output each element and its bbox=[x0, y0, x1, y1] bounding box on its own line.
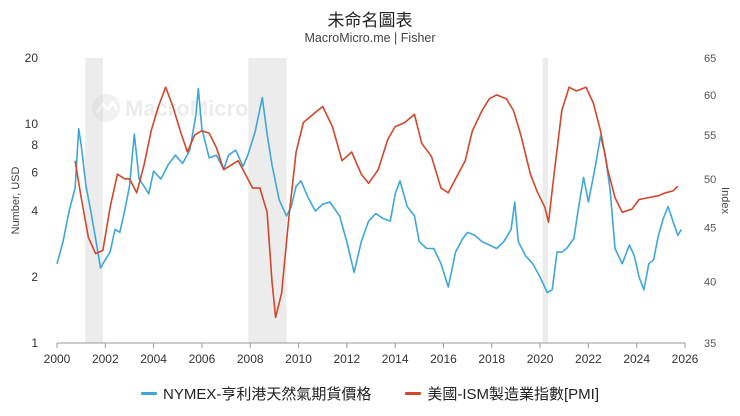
right-tick-label: 65 bbox=[704, 53, 716, 65]
recession-bands bbox=[85, 58, 549, 343]
chart-title: 未命名圖表 bbox=[327, 11, 413, 30]
chart-subtitle: MacroMicro.me | Fisher bbox=[304, 31, 436, 45]
left-tick-label: 20 bbox=[25, 51, 39, 65]
right-axis-title: Index bbox=[719, 187, 731, 214]
right-tick-label: 50 bbox=[704, 174, 716, 186]
left-tick-label: 6 bbox=[31, 166, 38, 180]
left-tick-label: 4 bbox=[31, 204, 38, 218]
x-tick-label: 2002 bbox=[92, 352, 119, 366]
right-tick-label: 55 bbox=[704, 130, 716, 142]
series-line-ism-pmi bbox=[74, 86, 679, 319]
watermark-logo: MacroMicro bbox=[92, 94, 248, 122]
x-tick-label: 2022 bbox=[575, 352, 602, 366]
left-tick-label: 8 bbox=[31, 138, 38, 152]
recession-band bbox=[85, 58, 103, 343]
recession-band bbox=[542, 58, 549, 343]
x-tick-label: 2026 bbox=[672, 352, 699, 366]
x-tick-label: 2020 bbox=[527, 352, 554, 366]
series-lines bbox=[56, 86, 683, 319]
x-tick-label: 2018 bbox=[478, 352, 505, 366]
x-tick-label: 2024 bbox=[623, 352, 650, 366]
left-tick-label: 1 bbox=[31, 336, 38, 350]
x-tick-label: 2008 bbox=[237, 352, 264, 366]
left-axis-title: Number, USD bbox=[10, 167, 22, 235]
legend-swatch-natural-gas bbox=[140, 392, 157, 395]
left-tick-label: 10 bbox=[25, 117, 39, 131]
series-line-natural-gas bbox=[56, 87, 683, 294]
legend-label-natural-gas: NYMEX-亨利港天然氣期貨價格 bbox=[162, 386, 372, 403]
x-tick-label: 2000 bbox=[44, 352, 71, 366]
x-tick-label: 2006 bbox=[189, 352, 216, 366]
recession-band bbox=[248, 58, 287, 343]
legend-label-ism-pmi: 美國-ISM製造業指數[PMI] bbox=[427, 386, 599, 403]
legend-swatch-ism-pmi bbox=[405, 392, 422, 395]
right-tick-label: 40 bbox=[704, 277, 716, 289]
watermark-text: MacroMicro bbox=[125, 96, 248, 121]
x-tick-label: 2016 bbox=[430, 352, 457, 366]
x-tick-label: 2010 bbox=[285, 352, 312, 366]
axes: 2000 2002 2004 2006 2008 2010 2012 2014 2016 2018… bbox=[10, 51, 731, 366]
right-tick-label: 35 bbox=[704, 338, 716, 350]
legend-item-natural-gas[interactable]: NYMEX-亨利港天然氣期貨價格 bbox=[140, 383, 372, 404]
x-tick-label: 2012 bbox=[333, 352, 360, 366]
right-tick-label: 45 bbox=[704, 222, 716, 234]
x-tick-label: 2004 bbox=[140, 352, 167, 366]
left-tick-label: 2 bbox=[31, 270, 38, 284]
legend-item-ism-pmi[interactable]: 美國-ISM製造業指數[PMI] bbox=[405, 383, 599, 404]
right-tick-label: 60 bbox=[704, 90, 716, 102]
legend: NYMEX-亨利港天然氣期貨價格 美國-ISM製造業指數[PMI] bbox=[0, 383, 740, 404]
x-tick-label: 2014 bbox=[382, 352, 409, 366]
